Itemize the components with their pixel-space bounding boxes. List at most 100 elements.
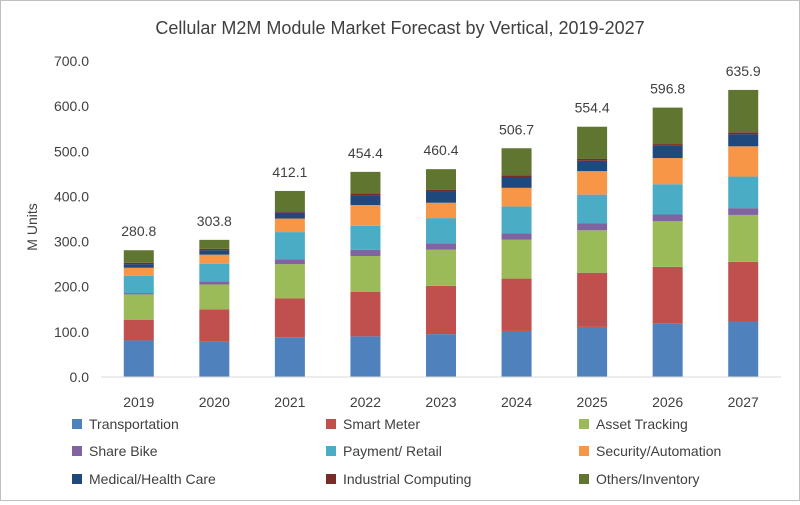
y-tick-label: 700.0 — [54, 53, 89, 69]
y-axis-ticks: 0.0 100.0 200.0 300.0 400.0 500.0 600.0 700.0 — [54, 53, 89, 385]
bar-segment — [199, 250, 230, 255]
bar-segment — [652, 158, 683, 185]
bar-segment — [123, 264, 154, 268]
bar-segment — [274, 298, 305, 338]
bar-segment — [350, 291, 381, 337]
legend-label: Asset Tracking — [596, 416, 688, 432]
legend-swatch — [579, 474, 589, 484]
bar-segment — [728, 176, 759, 209]
legend-label: Security/Automation — [596, 443, 721, 459]
bar-segment — [728, 146, 759, 177]
bar-segment — [426, 202, 456, 219]
total-data-label: 412.1 — [272, 164, 307, 180]
bar-segment — [501, 233, 532, 240]
x-axis-ticks: 2019 2020 2021 2022 2023 2024 2025 2026 2027 — [123, 394, 759, 410]
bar-segment — [123, 294, 154, 320]
bar-segment — [501, 206, 532, 234]
legend-label: Industrial Computing — [343, 471, 471, 487]
total-data-label: 596.8 — [650, 81, 685, 97]
bar-segment — [728, 89, 759, 133]
bar-segment — [577, 326, 608, 377]
bar-segment — [123, 275, 154, 294]
bar-segment — [350, 256, 381, 292]
bar-segment — [652, 323, 683, 377]
y-tick-label: 500.0 — [54, 143, 89, 159]
bar-segment — [728, 134, 759, 147]
bar-segment — [577, 126, 608, 159]
legend-label: Payment/ Retail — [343, 443, 442, 459]
y-tick-label: 600.0 — [54, 98, 89, 114]
y-tick-label: 200.0 — [54, 279, 89, 295]
bar-segment — [501, 177, 532, 188]
legend: Transportation Smart Meter Asset Tracking S… — [72, 416, 721, 487]
x-tick-label: 2023 — [425, 394, 456, 410]
bar-segment — [199, 284, 230, 310]
bar-segment — [577, 194, 608, 224]
bar-segment — [652, 266, 683, 324]
total-data-label: 506.7 — [499, 121, 534, 137]
legend-swatch — [326, 474, 336, 484]
bar-segment — [274, 264, 305, 299]
total-data-label: 280.8 — [121, 223, 156, 239]
bar-segment — [728, 208, 759, 215]
bar-segment — [652, 107, 683, 145]
legend-swatch — [72, 474, 82, 484]
bar-segment — [501, 187, 532, 207]
bar-segment — [728, 321, 759, 377]
bar-segment — [274, 259, 305, 265]
bar-segment — [426, 249, 456, 286]
bar-segment — [426, 334, 456, 377]
bar-segment — [199, 309, 230, 342]
bar-segment — [199, 341, 230, 377]
bars-group — [123, 89, 759, 377]
y-tick-label: 0.0 — [70, 369, 90, 385]
bar-segment — [274, 337, 305, 377]
bar-segment — [652, 144, 683, 146]
bar-segment — [199, 239, 230, 249]
bar-segment — [652, 184, 683, 215]
bar-segment — [350, 249, 381, 257]
bar-segment — [577, 223, 608, 231]
total-data-label: 303.8 — [197, 213, 232, 229]
bar-segment — [350, 225, 381, 250]
bar-segment — [199, 248, 230, 251]
legend-label: Share Bike — [89, 443, 158, 459]
x-tick-label: 2021 — [274, 394, 305, 410]
bar-segment — [426, 243, 456, 250]
legend-swatch — [72, 446, 82, 456]
x-tick-label: 2022 — [350, 394, 381, 410]
bar-segment — [728, 132, 759, 135]
x-tick-label: 2024 — [501, 394, 532, 410]
bar-segment — [123, 293, 154, 295]
bar-segment — [350, 336, 381, 377]
total-data-label: 554.4 — [575, 100, 610, 116]
bar-segment — [577, 160, 608, 172]
bar-segment — [123, 340, 154, 377]
bar-segment — [501, 278, 532, 331]
bar-segment — [501, 330, 532, 377]
x-tick-label: 2027 — [728, 394, 759, 410]
legend-swatch — [326, 446, 336, 456]
bar-segment — [426, 218, 456, 244]
y-axis-label: M Units — [24, 203, 40, 250]
bar-segment — [426, 285, 456, 335]
bar-segment — [123, 250, 154, 263]
bar-segment — [274, 232, 305, 260]
bar-segment — [426, 169, 456, 190]
bar-segment — [199, 254, 230, 264]
legend-swatch — [579, 419, 589, 429]
x-tick-label: 2025 — [577, 394, 608, 410]
y-tick-label: 400.0 — [54, 188, 89, 204]
legend-label: Smart Meter — [343, 416, 420, 432]
legend-swatch — [579, 446, 589, 456]
bar-segment — [652, 214, 683, 222]
bar-segment — [199, 281, 230, 285]
y-tick-label: 300.0 — [54, 234, 89, 250]
x-tick-label: 2019 — [123, 394, 154, 410]
bar-segment — [274, 212, 305, 219]
legend-label: Medical/Health Care — [89, 471, 216, 487]
total-data-label: 454.4 — [348, 145, 383, 161]
bar-segment — [501, 148, 532, 176]
x-tick-label: 2026 — [652, 394, 683, 410]
